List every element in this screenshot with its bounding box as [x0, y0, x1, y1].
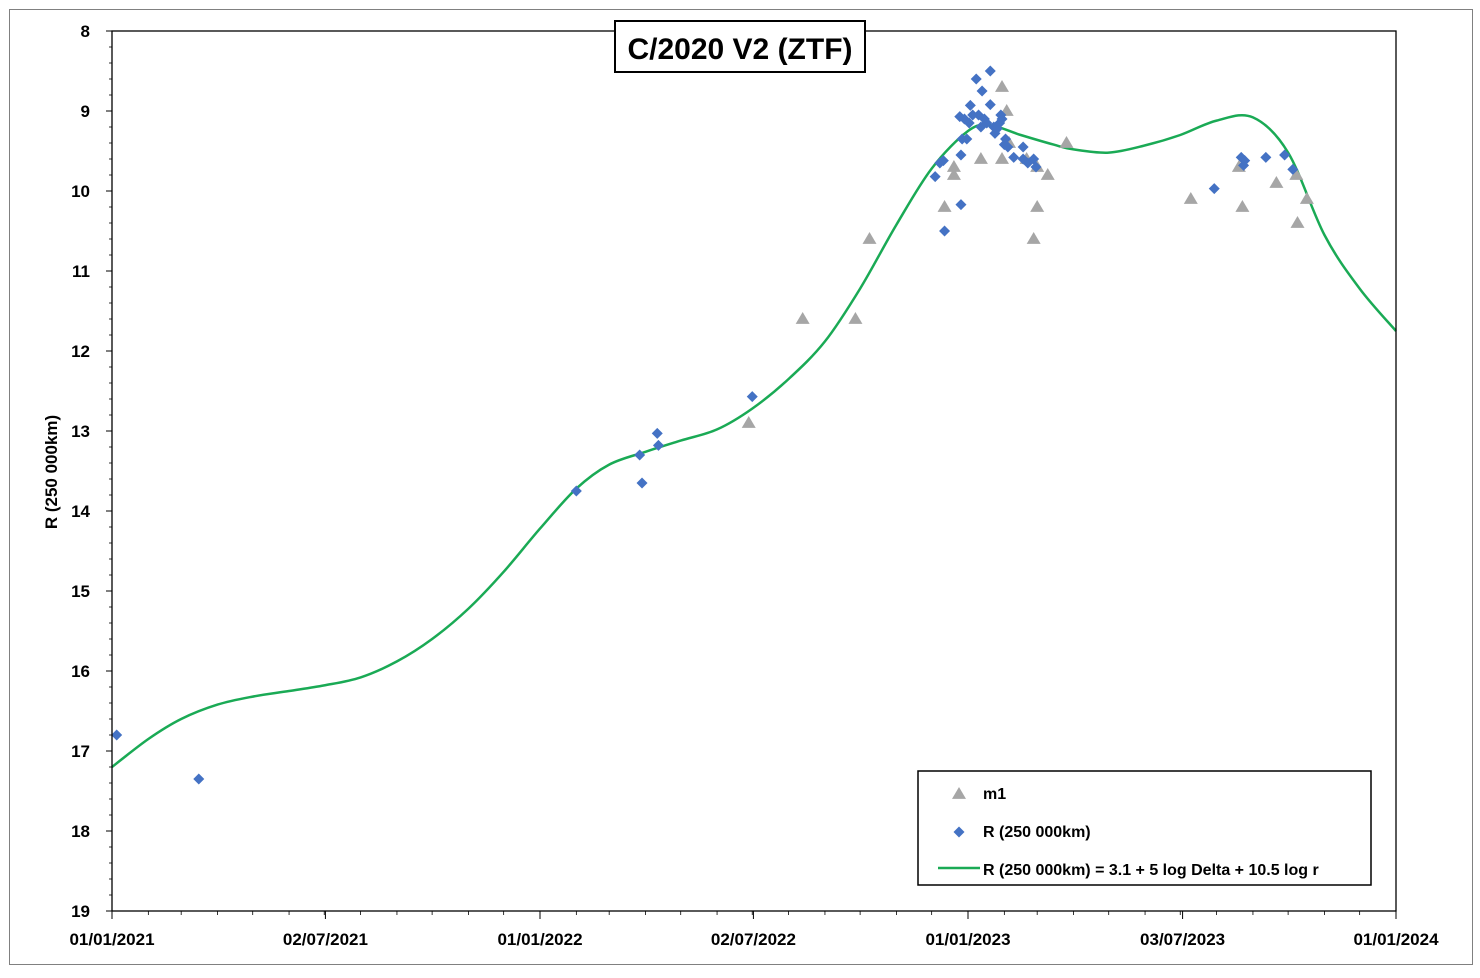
- m1-point: [946, 168, 961, 180]
- r-point: [963, 117, 975, 129]
- r-point: [1260, 151, 1272, 163]
- m1-point: [848, 312, 863, 324]
- x-tick-label: 03/07/2023: [1140, 930, 1225, 949]
- r-point: [984, 99, 996, 111]
- model-curve: [111, 113, 1397, 768]
- m1-point: [1040, 168, 1055, 180]
- r-point: [1287, 163, 1299, 175]
- m1-point: [1026, 232, 1041, 244]
- r-point: [636, 477, 648, 489]
- m1-point: [1299, 192, 1314, 204]
- y-axis-title: R (250 000km): [42, 415, 61, 529]
- r-point: [111, 729, 123, 741]
- y-tick-label: 8: [81, 22, 90, 41]
- r-point: [1279, 149, 1291, 161]
- m1-point: [1059, 136, 1074, 148]
- r-point: [964, 99, 976, 111]
- m1-point: [862, 232, 877, 244]
- x-tick-label: 02/07/2022: [711, 930, 796, 949]
- chart-title-box: C/2020 V2 (ZTF): [614, 20, 866, 73]
- m1-point: [1183, 192, 1198, 204]
- r-point: [984, 65, 996, 77]
- m1-point: [1290, 216, 1305, 228]
- legend-label: R (250 000km): [983, 824, 1091, 841]
- x-tick-label: 01/01/2022: [497, 930, 582, 949]
- legend: m1 R (250 000km) R (250 000km) = 3.1 + 5 l…: [917, 770, 1372, 886]
- legend-box: [917, 770, 1372, 886]
- legend-marker-m1: [952, 787, 966, 799]
- r-point: [991, 123, 1003, 135]
- y-tick-label: 10: [71, 182, 90, 201]
- x-tick-label: 02/07/2021: [283, 930, 368, 949]
- y-tick-label: 9: [81, 102, 90, 121]
- r-point: [996, 113, 1008, 125]
- r-point: [1000, 133, 1012, 145]
- m1-point: [1235, 200, 1250, 212]
- x-tick-label: 01/01/2023: [925, 930, 1010, 949]
- m1-point: [937, 200, 952, 212]
- legend-label: R (250 000km) = 3.1 + 5 log Delta + 10.5…: [983, 862, 1319, 879]
- x-tick-label: 01/01/2024: [1353, 930, 1439, 949]
- legend-label: m1: [983, 786, 1006, 803]
- y-tick-label: 18: [71, 822, 90, 841]
- r-point: [746, 391, 758, 403]
- m1-point: [1030, 200, 1045, 212]
- y-tick-label: 13: [71, 422, 90, 441]
- y-tick-label: 16: [71, 662, 90, 681]
- r-point: [989, 127, 1001, 139]
- r-point: [1002, 141, 1014, 153]
- x-tick-label: 01/01/2021: [69, 930, 154, 949]
- m1-point: [995, 152, 1010, 164]
- legend-marker-r: [953, 826, 965, 838]
- y-tick-label: 17: [71, 742, 90, 761]
- m1-point: [795, 312, 810, 324]
- r-point: [961, 133, 973, 145]
- m1-point: [1289, 168, 1304, 180]
- r-point: [981, 117, 993, 129]
- y-tick-label: 11: [72, 262, 90, 281]
- r-point: [967, 109, 979, 121]
- r-point: [570, 485, 582, 497]
- m1-point: [741, 416, 756, 428]
- m1-point: [946, 160, 961, 172]
- y-tick-label: 12: [71, 342, 90, 361]
- r-point: [193, 773, 205, 785]
- m1-point: [1269, 176, 1284, 188]
- y-tick-label: 19: [71, 902, 90, 921]
- r-point: [1028, 153, 1040, 165]
- r-point: [955, 199, 967, 211]
- r-point: [651, 427, 663, 439]
- y-tick-label: 15: [71, 582, 90, 601]
- r-point: [970, 73, 982, 85]
- r-point: [1030, 161, 1042, 173]
- r-point: [634, 449, 646, 461]
- r-point: [1239, 155, 1251, 167]
- r-point: [929, 171, 941, 183]
- r-point: [1017, 141, 1029, 153]
- y-tick-label: 14: [71, 502, 90, 521]
- chart-title: C/2020 V2 (ZTF): [627, 33, 852, 66]
- m1-point: [995, 80, 1010, 92]
- r-point: [1208, 183, 1220, 195]
- r-point: [939, 225, 951, 237]
- r-point: [955, 149, 967, 161]
- r-point: [937, 155, 949, 167]
- r-point: [976, 85, 988, 97]
- m1-point: [973, 152, 988, 164]
- r-point: [1008, 151, 1020, 163]
- r-point: [652, 439, 664, 451]
